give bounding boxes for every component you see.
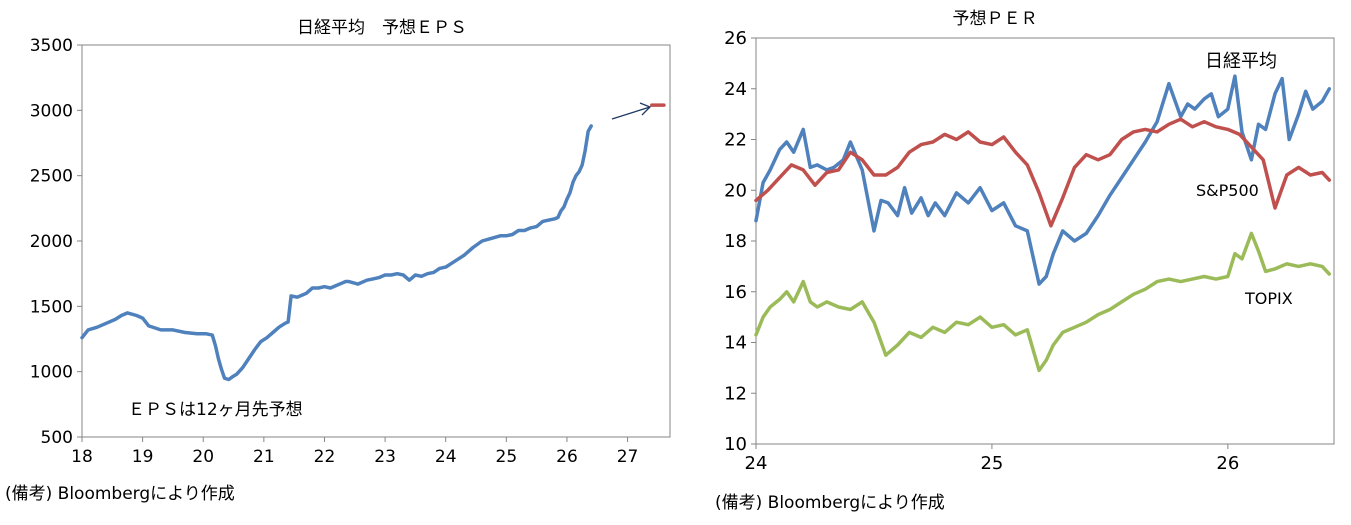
x-axis: 24 25 26 <box>745 444 1239 474</box>
y-tick-label: 12 <box>724 383 747 404</box>
y-tick-label: 20 <box>724 180 747 201</box>
right-source-note: (備考) Bloombergにより作成 <box>715 493 945 513</box>
x-tick-label: 22 <box>314 447 336 467</box>
x-tick-label: 21 <box>253 447 275 467</box>
series-line-2 <box>754 231 1332 373</box>
eps-note: ＥＰＳは12ヶ月先予想 <box>128 400 303 420</box>
series-lines <box>80 103 666 382</box>
x-tick-label: 26 <box>1216 453 1239 474</box>
chart-title: 予想ＰＥＲ <box>953 9 1038 29</box>
plot-area <box>81 44 671 438</box>
y-tick-label: 500 <box>41 428 73 448</box>
per-chart: 予想ＰＥＲ 10 12 14 16 18 20 22 24 26 24 25 26 日経平均 S&P… <box>724 9 1335 474</box>
series-label-topix: TOPIX <box>1244 289 1293 308</box>
y-tick-label: 3500 <box>30 36 73 56</box>
x-tick-label: 18 <box>71 447 93 467</box>
y-tick-label: 1500 <box>30 297 73 317</box>
y-tick-label: 16 <box>724 282 747 303</box>
x-tick-label: 20 <box>192 447 214 467</box>
y-axis: 500 1000 1500 2000 2500 3000 3500 <box>30 36 82 448</box>
x-tick-label: 19 <box>132 447 154 467</box>
eps-chart: 日経平均 予想ＥＰＳ 500 1000 1500 2000 2500 3000 3500 1… <box>30 18 671 467</box>
y-tick-label: 1000 <box>30 363 73 383</box>
y-tick-label: 18 <box>724 231 747 252</box>
y-tick-label: 2500 <box>30 167 73 187</box>
y-tick-label: 3000 <box>30 101 73 121</box>
series-lines <box>754 74 1332 373</box>
series-label-sp500: S&P500 <box>1196 181 1259 200</box>
y-axis: 10 12 14 16 18 20 22 24 26 <box>724 28 756 455</box>
y-tick-label: 22 <box>724 130 747 151</box>
x-tick-label: 23 <box>374 447 396 467</box>
x-tick-label: 25 <box>980 453 1003 474</box>
x-tick-label: 24 <box>745 453 768 474</box>
y-tick-label: 24 <box>724 79 747 100</box>
x-tick-label: 27 <box>617 447 639 467</box>
y-tick-label: 14 <box>724 333 747 354</box>
x-tick-label: 25 <box>496 447 518 467</box>
left-source-note: (備考) Bloombergにより作成 <box>5 484 235 504</box>
x-tick-label: 26 <box>556 447 578 467</box>
series-line-0 <box>754 74 1332 286</box>
series-line-0 <box>80 124 593 382</box>
x-tick-label: 24 <box>435 447 457 467</box>
x-axis: 18 19 20 21 22 23 24 25 26 27 <box>71 437 638 467</box>
y-tick-label: 2000 <box>30 232 73 252</box>
series-label-nikkei: 日経平均 <box>1205 51 1277 72</box>
series-line-1 <box>754 117 1332 228</box>
arrow-annotation <box>611 102 652 120</box>
chart-title: 日経平均 予想ＥＰＳ <box>297 18 467 38</box>
y-tick-label: 26 <box>724 28 747 49</box>
y-tick-label: 10 <box>724 434 747 455</box>
